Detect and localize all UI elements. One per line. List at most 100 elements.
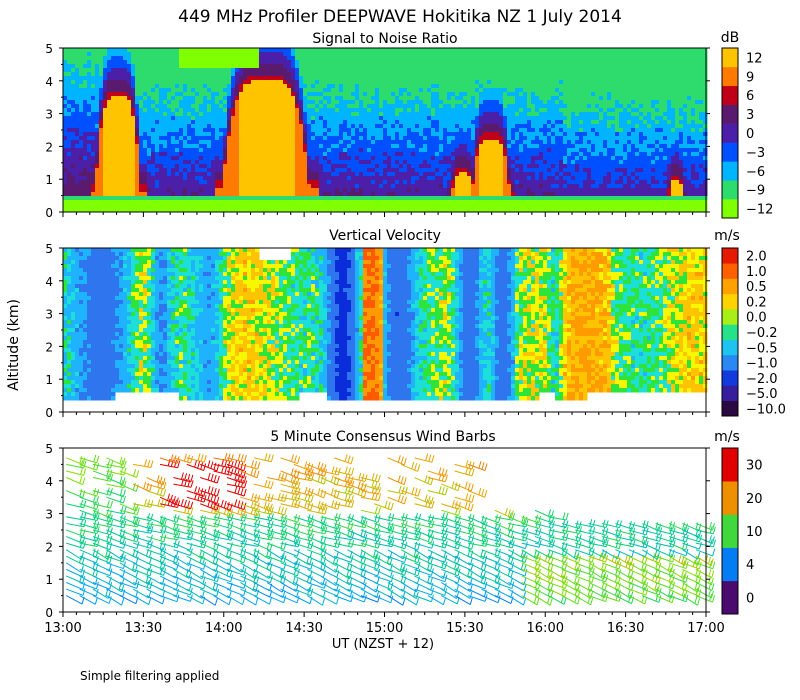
snr-cell [535,148,540,153]
snr-cell [107,140,112,145]
snr-cell [127,80,132,85]
snr-cell [75,60,80,65]
snr-cell [135,104,140,109]
snr-cell [375,64,380,69]
snr-cell [487,88,492,93]
snr-cell [407,180,412,185]
snr-cell [295,96,300,101]
snr-cell [239,180,244,185]
snr-cell [527,184,532,189]
snr-cell [379,196,384,201]
snr-cell [315,88,320,93]
snr-cell [415,164,420,169]
snr-cell [131,188,136,193]
snr-cell [219,116,224,121]
snr-cell [491,172,496,177]
snr-cell [359,132,364,137]
snr-cell [283,124,288,129]
snr-cell [351,72,356,77]
snr-cell [383,60,388,65]
snr-cell [363,156,368,161]
snr-cell [423,180,428,185]
snr-cell [499,132,504,137]
snr-cell [423,56,428,61]
snr-cell [219,132,224,137]
snr-cell [311,80,316,85]
snr-cell [443,156,448,161]
snr-cell [247,188,252,193]
snr-cell [251,68,256,73]
snr-cell [283,88,288,93]
snr-cell [83,84,88,89]
snr-cell [107,116,112,121]
snr-cell [367,172,372,177]
snr-cell [475,128,480,133]
snr-cell [375,176,380,181]
snr-cell [323,116,328,121]
snr-cell [119,132,124,137]
snr-cell [499,208,504,213]
snr-cell [103,124,108,129]
snr-cell [543,144,548,149]
snr-cell [339,148,344,153]
snr-cell [507,136,512,141]
snr-cell [279,84,284,89]
snr-cell [403,68,408,73]
snr-cell [155,112,160,117]
snr-cell [211,60,216,65]
snr-cell [463,192,468,197]
snr-cell [271,192,276,197]
snr-cell [119,76,124,81]
snr-cell [335,152,340,157]
snr-cell [379,160,384,165]
snr-cell [351,80,356,85]
snr-cell [139,72,144,77]
snr-cell [87,136,92,141]
snr-cell [211,76,216,81]
snr-cell [191,60,196,65]
snr-cell [311,96,316,101]
snr-cell [151,108,156,113]
snr-cell [443,172,448,177]
snr-cell [315,48,320,53]
snr-cell [219,192,224,197]
snr-cell [375,92,380,97]
snr-cell [439,168,444,173]
snr-cell [111,56,116,61]
snr-cell [423,84,428,89]
snr-cell [255,176,260,181]
snr-cell [463,148,468,153]
snr-cell [311,128,316,133]
snr-cell [371,88,376,93]
snr-cell [247,208,252,213]
snr-cell [203,100,208,105]
snr-cell [67,96,72,101]
snr-cell [151,196,156,201]
snr-cell [323,140,328,145]
snr-cell [383,52,388,57]
snr-cell [91,124,96,129]
snr-cell [351,184,356,189]
snr-cell [267,100,272,105]
snr-cell [79,188,84,193]
snr-cell [415,116,420,121]
snr-cell [79,76,84,81]
snr-cell [219,84,224,89]
snr-cell [127,192,132,197]
snr-cell [507,48,512,53]
snr-cell [387,112,392,117]
snr-cell [331,172,336,177]
snr-cell [359,192,364,197]
snr-cell [411,144,416,149]
snr-cell [223,168,228,173]
snr-cell [187,188,192,193]
snr-cell [355,200,360,205]
snr-cell [515,136,520,141]
snr-cell [327,128,332,133]
snr-cell [315,80,320,85]
snr-cell [547,120,552,125]
snr-cell [399,184,404,189]
snr-cell [143,64,148,69]
snr-cell [407,124,412,129]
snr-cell [471,84,476,89]
